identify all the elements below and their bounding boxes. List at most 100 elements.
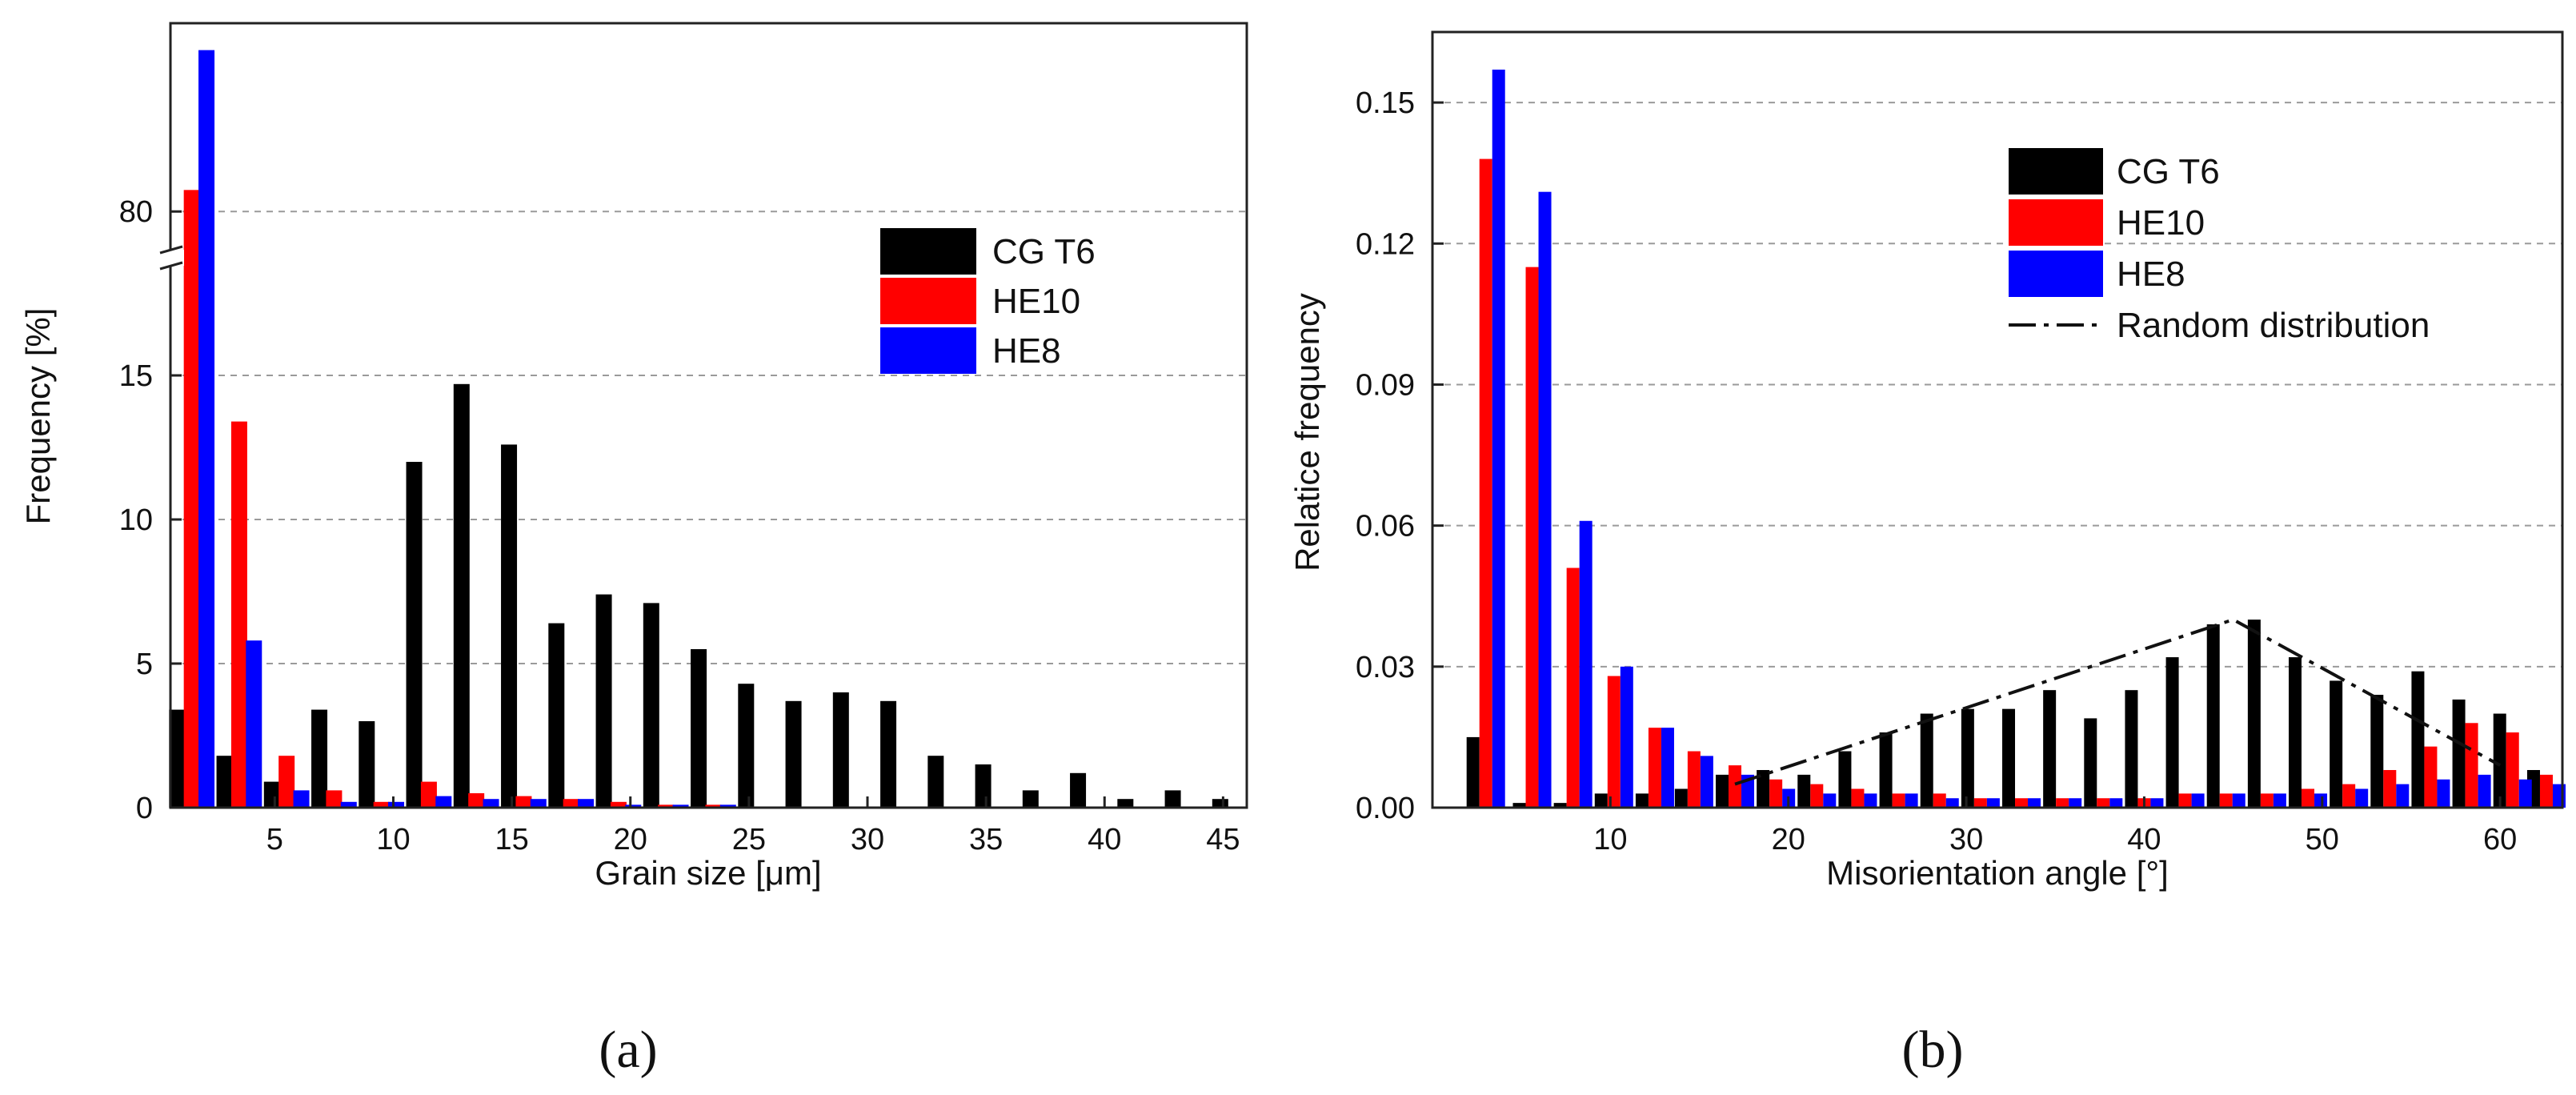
chart-b-bar-he10 xyxy=(2539,774,2553,808)
chart-a-bar-cg-t6 xyxy=(311,709,328,808)
chart-b-xtick-label: 60 xyxy=(2483,823,2517,856)
chart-b-bar-cg-t6 xyxy=(1466,736,1480,808)
chart-b-legend-swatch xyxy=(2009,148,2103,195)
chart-b-bar-cg-t6 xyxy=(1553,803,1567,808)
chart-a-bar-he10 xyxy=(183,190,200,808)
chart-b: 10 20 30 40 50 60 0.00 0.03 0.06 0.09 0.12 0.15 Mis… xyxy=(1288,30,2566,1079)
chart-a-legend-label: HE8 xyxy=(992,331,1061,371)
chart-b-bar-he8 xyxy=(1905,793,1918,808)
chart-a-bar-he10 xyxy=(420,781,437,808)
chart-a-bar-cg-t6 xyxy=(643,603,659,808)
chart-b-bar-he8 xyxy=(1538,191,1552,808)
chart-b-legend-label: HE10 xyxy=(2117,203,2205,243)
chart-a-bar-he8 xyxy=(388,801,405,808)
chart-b-bar-he8 xyxy=(2109,798,2123,808)
chart-a-bar-he8 xyxy=(625,804,642,808)
chart-b-bar-he8 xyxy=(2437,779,2450,808)
chart-a-xtick-label: 15 xyxy=(495,823,528,856)
chart-b-bar-he10 xyxy=(2097,798,2110,808)
chart-a-xtick-label: 25 xyxy=(732,823,766,856)
chart-b-bar-he10 xyxy=(1973,798,1987,808)
chart-b-bar-cg-t6 xyxy=(1716,774,1729,808)
chart-a-xlabel: Grain size [μm] xyxy=(595,854,821,892)
chart-b-bar-cg-t6 xyxy=(2002,708,2016,808)
chart-a-bar-he8 xyxy=(198,50,215,808)
chart-b-bar-cg-t6 xyxy=(1879,732,1893,808)
chart-b-bar-he10 xyxy=(2260,793,2274,808)
chart-a-bar-he10 xyxy=(515,796,532,808)
chart-b-bar-cg-t6 xyxy=(1961,708,1974,808)
chart-a: 5 10 15 20 25 30 35 40 45 0 5 10 15 80 Grain size [μm… xyxy=(19,22,1248,1079)
chart-a-bar-he8 xyxy=(340,801,357,808)
chart-a-bar-cg-t6 xyxy=(1022,790,1039,808)
chart-a-bar-he8 xyxy=(578,799,595,808)
chart-b-bar-he10 xyxy=(1687,751,1701,808)
chart-b-ytick-label: 0.03 xyxy=(1356,651,1415,684)
chart-b-random-distribution-line xyxy=(1734,617,2502,786)
chart-b-ticks: 10 20 30 40 50 60 0.00 0.03 0.06 0.09 0.12 0.15 xyxy=(1356,86,2517,856)
chart-a-legend-swatch xyxy=(880,228,976,275)
chart-b-ytick-label: 0.06 xyxy=(1356,510,1415,543)
chart-b-bar-cg-t6 xyxy=(2289,657,2302,808)
chart-b-legend-label: HE8 xyxy=(2117,255,2185,294)
chart-b-bar-he8 xyxy=(1741,774,1755,808)
chart-b-bar-he10 xyxy=(1851,788,1865,808)
chart-b-bar-he8 xyxy=(2314,793,2328,808)
chart-b-bar-he8 xyxy=(2069,798,2082,808)
chart-a-bar-cg-t6 xyxy=(453,383,470,808)
chart-a-axis-break-mark xyxy=(159,261,183,271)
chart-b-bar-cg-t6 xyxy=(1757,770,1770,808)
chart-b-bar-cg-t6 xyxy=(1838,751,1852,808)
chart-a-ytick-label: 10 xyxy=(119,503,153,537)
caption-a: (a) xyxy=(599,1021,657,1079)
chart-a-bar-cg-t6 xyxy=(785,700,802,808)
chart-b-bar-he10 xyxy=(2302,788,2315,808)
chart-b-ytick-label: 0.12 xyxy=(1356,227,1415,261)
chart-b-bar-cg-t6 xyxy=(2247,620,2261,808)
chart-b-bar-he10 xyxy=(1479,158,1492,808)
chart-a-bar-he8 xyxy=(435,796,452,808)
chart-b-bar-he10 xyxy=(2178,793,2192,808)
chart-b-bar-he8 xyxy=(1661,728,1674,808)
chart-a-bar-he10 xyxy=(705,804,722,808)
chart-a-ytick-label: 0 xyxy=(136,792,153,825)
chart-a-xtick-label: 5 xyxy=(266,823,283,856)
chart-b-bar-he10 xyxy=(2015,798,2029,808)
chart-b-legend-swatch xyxy=(2009,199,2103,246)
chart-a-legend-label: CG T6 xyxy=(992,232,1096,271)
chart-b-bar-he10 xyxy=(1933,793,1946,808)
chart-a-bar-cg-t6 xyxy=(691,649,707,808)
chart-b-bars xyxy=(1466,69,2566,808)
chart-b-bar-cg-t6 xyxy=(1920,713,1933,808)
chart-a-bar-cg-t6 xyxy=(1164,790,1181,808)
chart-b-bar-he8 xyxy=(2150,798,2164,808)
chart-a-bar-cg-t6 xyxy=(832,692,849,808)
chart-b-bar-cg-t6 xyxy=(1594,793,1608,808)
chart-b-bar-he8 xyxy=(2028,798,2041,808)
chart-a-ytick-label: 5 xyxy=(136,648,153,681)
chart-b-ytick-label: 0.15 xyxy=(1356,86,1415,120)
chart-a-bar-cg-t6 xyxy=(359,721,375,808)
chart-b-bar-he8 xyxy=(1945,798,1959,808)
chart-b-bar-he8 xyxy=(2232,793,2245,808)
chart-a-bar-he8 xyxy=(672,804,689,808)
chart-a-plot-frame xyxy=(169,22,1248,809)
chart-b-bar-he8 xyxy=(1579,520,1592,808)
chart-b-bar-he10 xyxy=(2465,723,2478,808)
chart-a-bar-cg-t6 xyxy=(927,756,944,808)
chart-a-bar-he10 xyxy=(658,804,675,808)
chart-a-bar-cg-t6 xyxy=(501,444,518,808)
chart-a-legend-swatch xyxy=(880,278,976,324)
chart-b-xlabel: Misorientation angle [°] xyxy=(1826,854,2169,892)
chart-a-xtick-label: 40 xyxy=(1088,823,1121,856)
chart-b-ytick-label: 0.00 xyxy=(1356,792,1415,825)
chart-b-ytick-label: 0.09 xyxy=(1356,368,1415,402)
chart-a-bar-he10 xyxy=(468,793,485,808)
chart-b-gridlines xyxy=(1432,102,2562,668)
chart-a-gridlines xyxy=(170,211,1247,664)
chart-b-bar-he8 xyxy=(2552,784,2566,808)
chart-b-bar-cg-t6 xyxy=(1674,788,1688,808)
chart-b-xtick-label: 30 xyxy=(1949,823,1983,856)
chart-a-bar-he10 xyxy=(230,421,247,808)
chart-b-bar-he10 xyxy=(2383,770,2397,808)
